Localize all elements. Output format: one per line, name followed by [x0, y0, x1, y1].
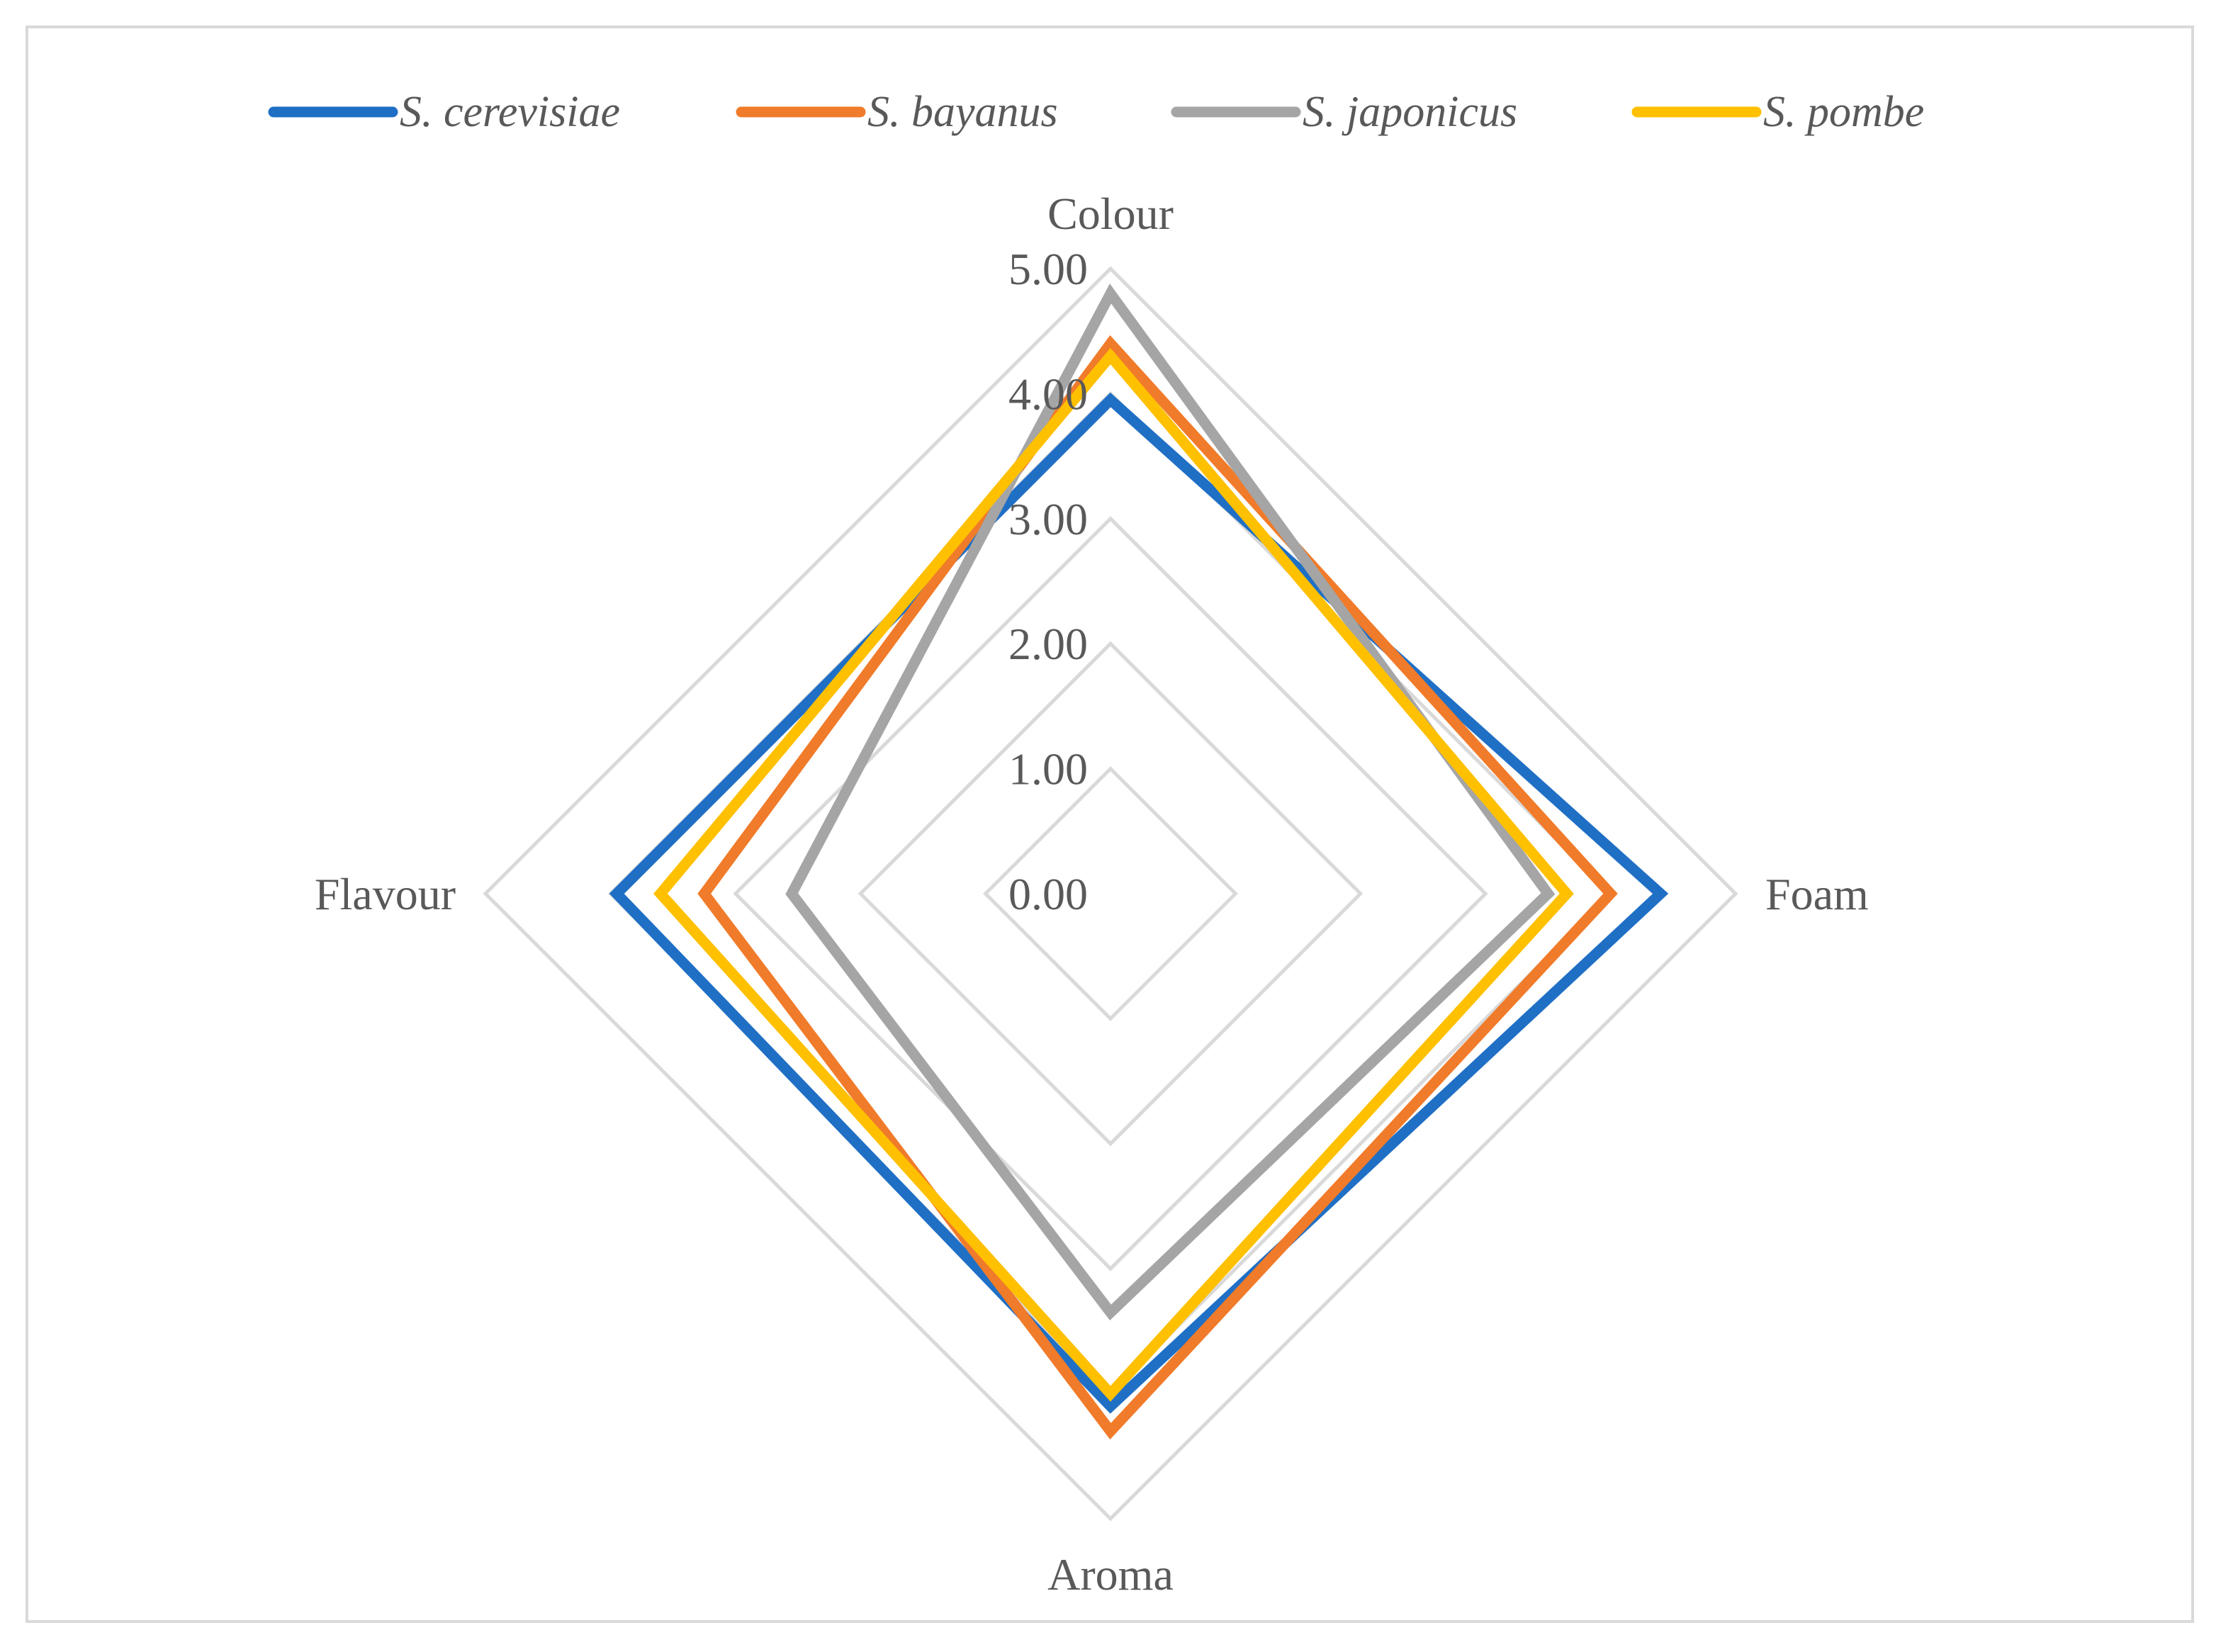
grid-ring-4 — [607, 390, 1614, 1397]
tick-label-1: 1.00 — [1008, 744, 1088, 794]
series-line-0 — [609, 392, 1669, 1414]
tick-label-4: 4.00 — [1008, 369, 1088, 419]
axis-label-foam: Foam — [1765, 869, 1869, 919]
series-line-3 — [653, 347, 1574, 1402]
axis-label-flavour: Flavour — [315, 869, 456, 919]
legend-label-2: S. japonicus — [1303, 88, 1517, 136]
series-line-1 — [697, 335, 1618, 1440]
axis-label-layer: Colour Foam Aroma Flavour — [315, 189, 1869, 1600]
series-layer — [609, 283, 1669, 1440]
tick-label-0: 0.00 — [1008, 869, 1088, 919]
grid-ring-1 — [983, 766, 1238, 1021]
legend-layer: S. cerevisiae S. bayanus S. japonicus S. po… — [268, 88, 1924, 136]
tick-layer: 0.00 1.00 2.00 3.00 4.00 5.00 — [1008, 244, 1088, 919]
legend-label-1: S. bayanus — [867, 88, 1058, 136]
legend-label-0: S. cerevisiae — [400, 88, 620, 136]
grid-ring-2 — [858, 641, 1363, 1147]
grid-ring-5 — [483, 266, 1738, 1522]
legend-label-3: S. pombe — [1763, 88, 1924, 136]
tick-label-2: 2.00 — [1008, 619, 1088, 669]
tick-label-5: 5.00 — [1008, 244, 1088, 294]
tick-label-3: 3.00 — [1008, 494, 1088, 544]
axis-label-colour: Colour — [1047, 189, 1174, 239]
axis-label-aroma: Aroma — [1047, 1549, 1174, 1600]
